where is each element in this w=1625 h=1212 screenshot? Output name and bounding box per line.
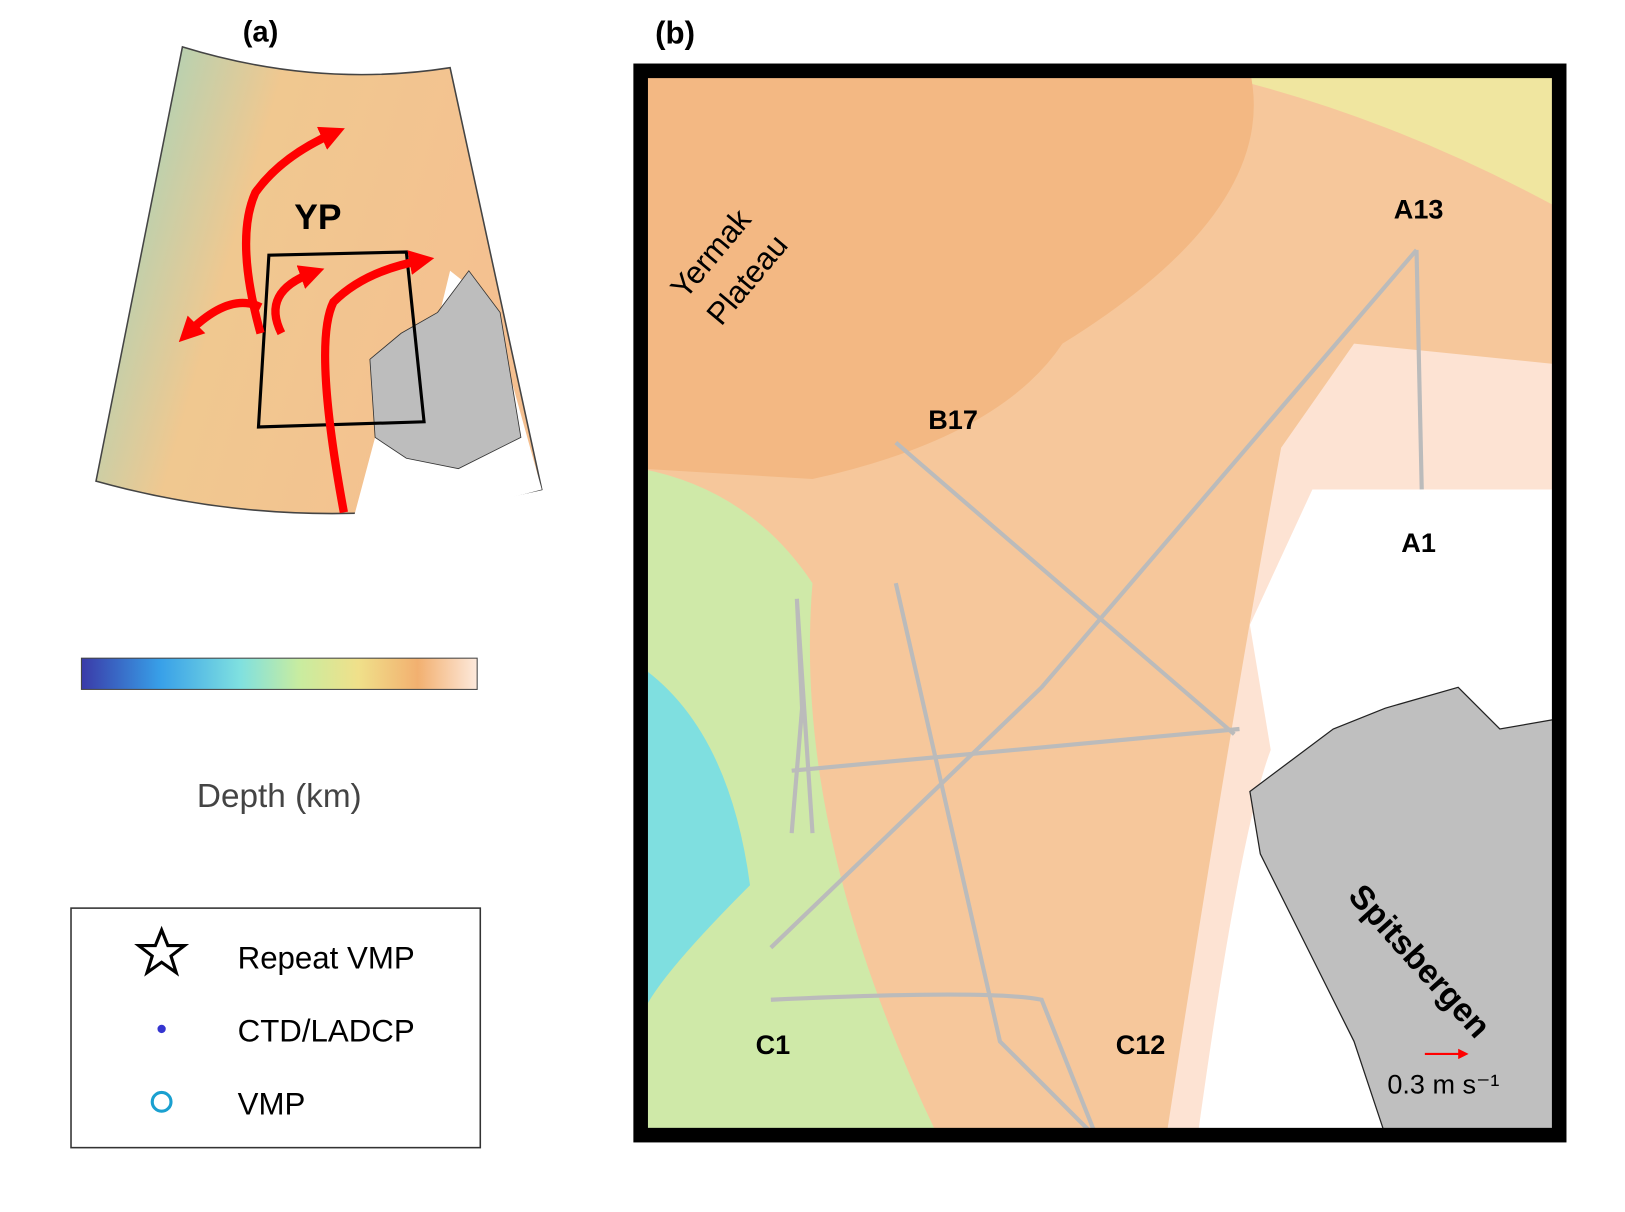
section-label: A1 — [1401, 527, 1436, 558]
legend-star — [134, 925, 190, 977]
legend-label: CTD/LADCP — [238, 1013, 415, 1048]
scale-label: 0.3 m s⁻¹ — [1387, 1068, 1499, 1099]
section-label: C1 — [756, 1029, 791, 1060]
region-label: YP — [294, 197, 341, 237]
shallow-zone — [640, 70, 1560, 209]
ship-tracks — [769, 248, 1424, 1137]
section-label: A13 — [1394, 194, 1444, 225]
inset-box — [256, 250, 426, 429]
plateau-zone — [640, 70, 1254, 480]
panel-label: (b) — [655, 16, 695, 51]
slope-zone — [640, 468, 938, 1136]
colorbar-bar — [80, 657, 478, 690]
legend-circle — [150, 1090, 173, 1113]
panel-b: (b) Yermak Plateau Spitsbergen B17 A13 A… — [633, 16, 1567, 1143]
panel-label: (a) — [243, 17, 279, 49]
section-label: C12 — [1116, 1029, 1166, 1060]
legend-dot — [157, 1024, 166, 1034]
colorbar: Depth (km) — [80, 657, 478, 815]
frame — [633, 63, 1567, 1143]
deep-zone — [640, 666, 751, 1021]
legend-box — [70, 907, 482, 1149]
panel-a: (a) YP — [95, 17, 543, 516]
land — [369, 270, 522, 470]
legend-label: VMP — [238, 1086, 306, 1121]
legend: Repeat VMP CTD/LADCP VMP — [70, 907, 482, 1149]
colorbar-label: Depth (km) — [197, 778, 362, 815]
flow-arrows — [178, 126, 435, 514]
legend-label: Repeat VMP — [238, 941, 415, 976]
section-label: B17 — [928, 404, 978, 435]
